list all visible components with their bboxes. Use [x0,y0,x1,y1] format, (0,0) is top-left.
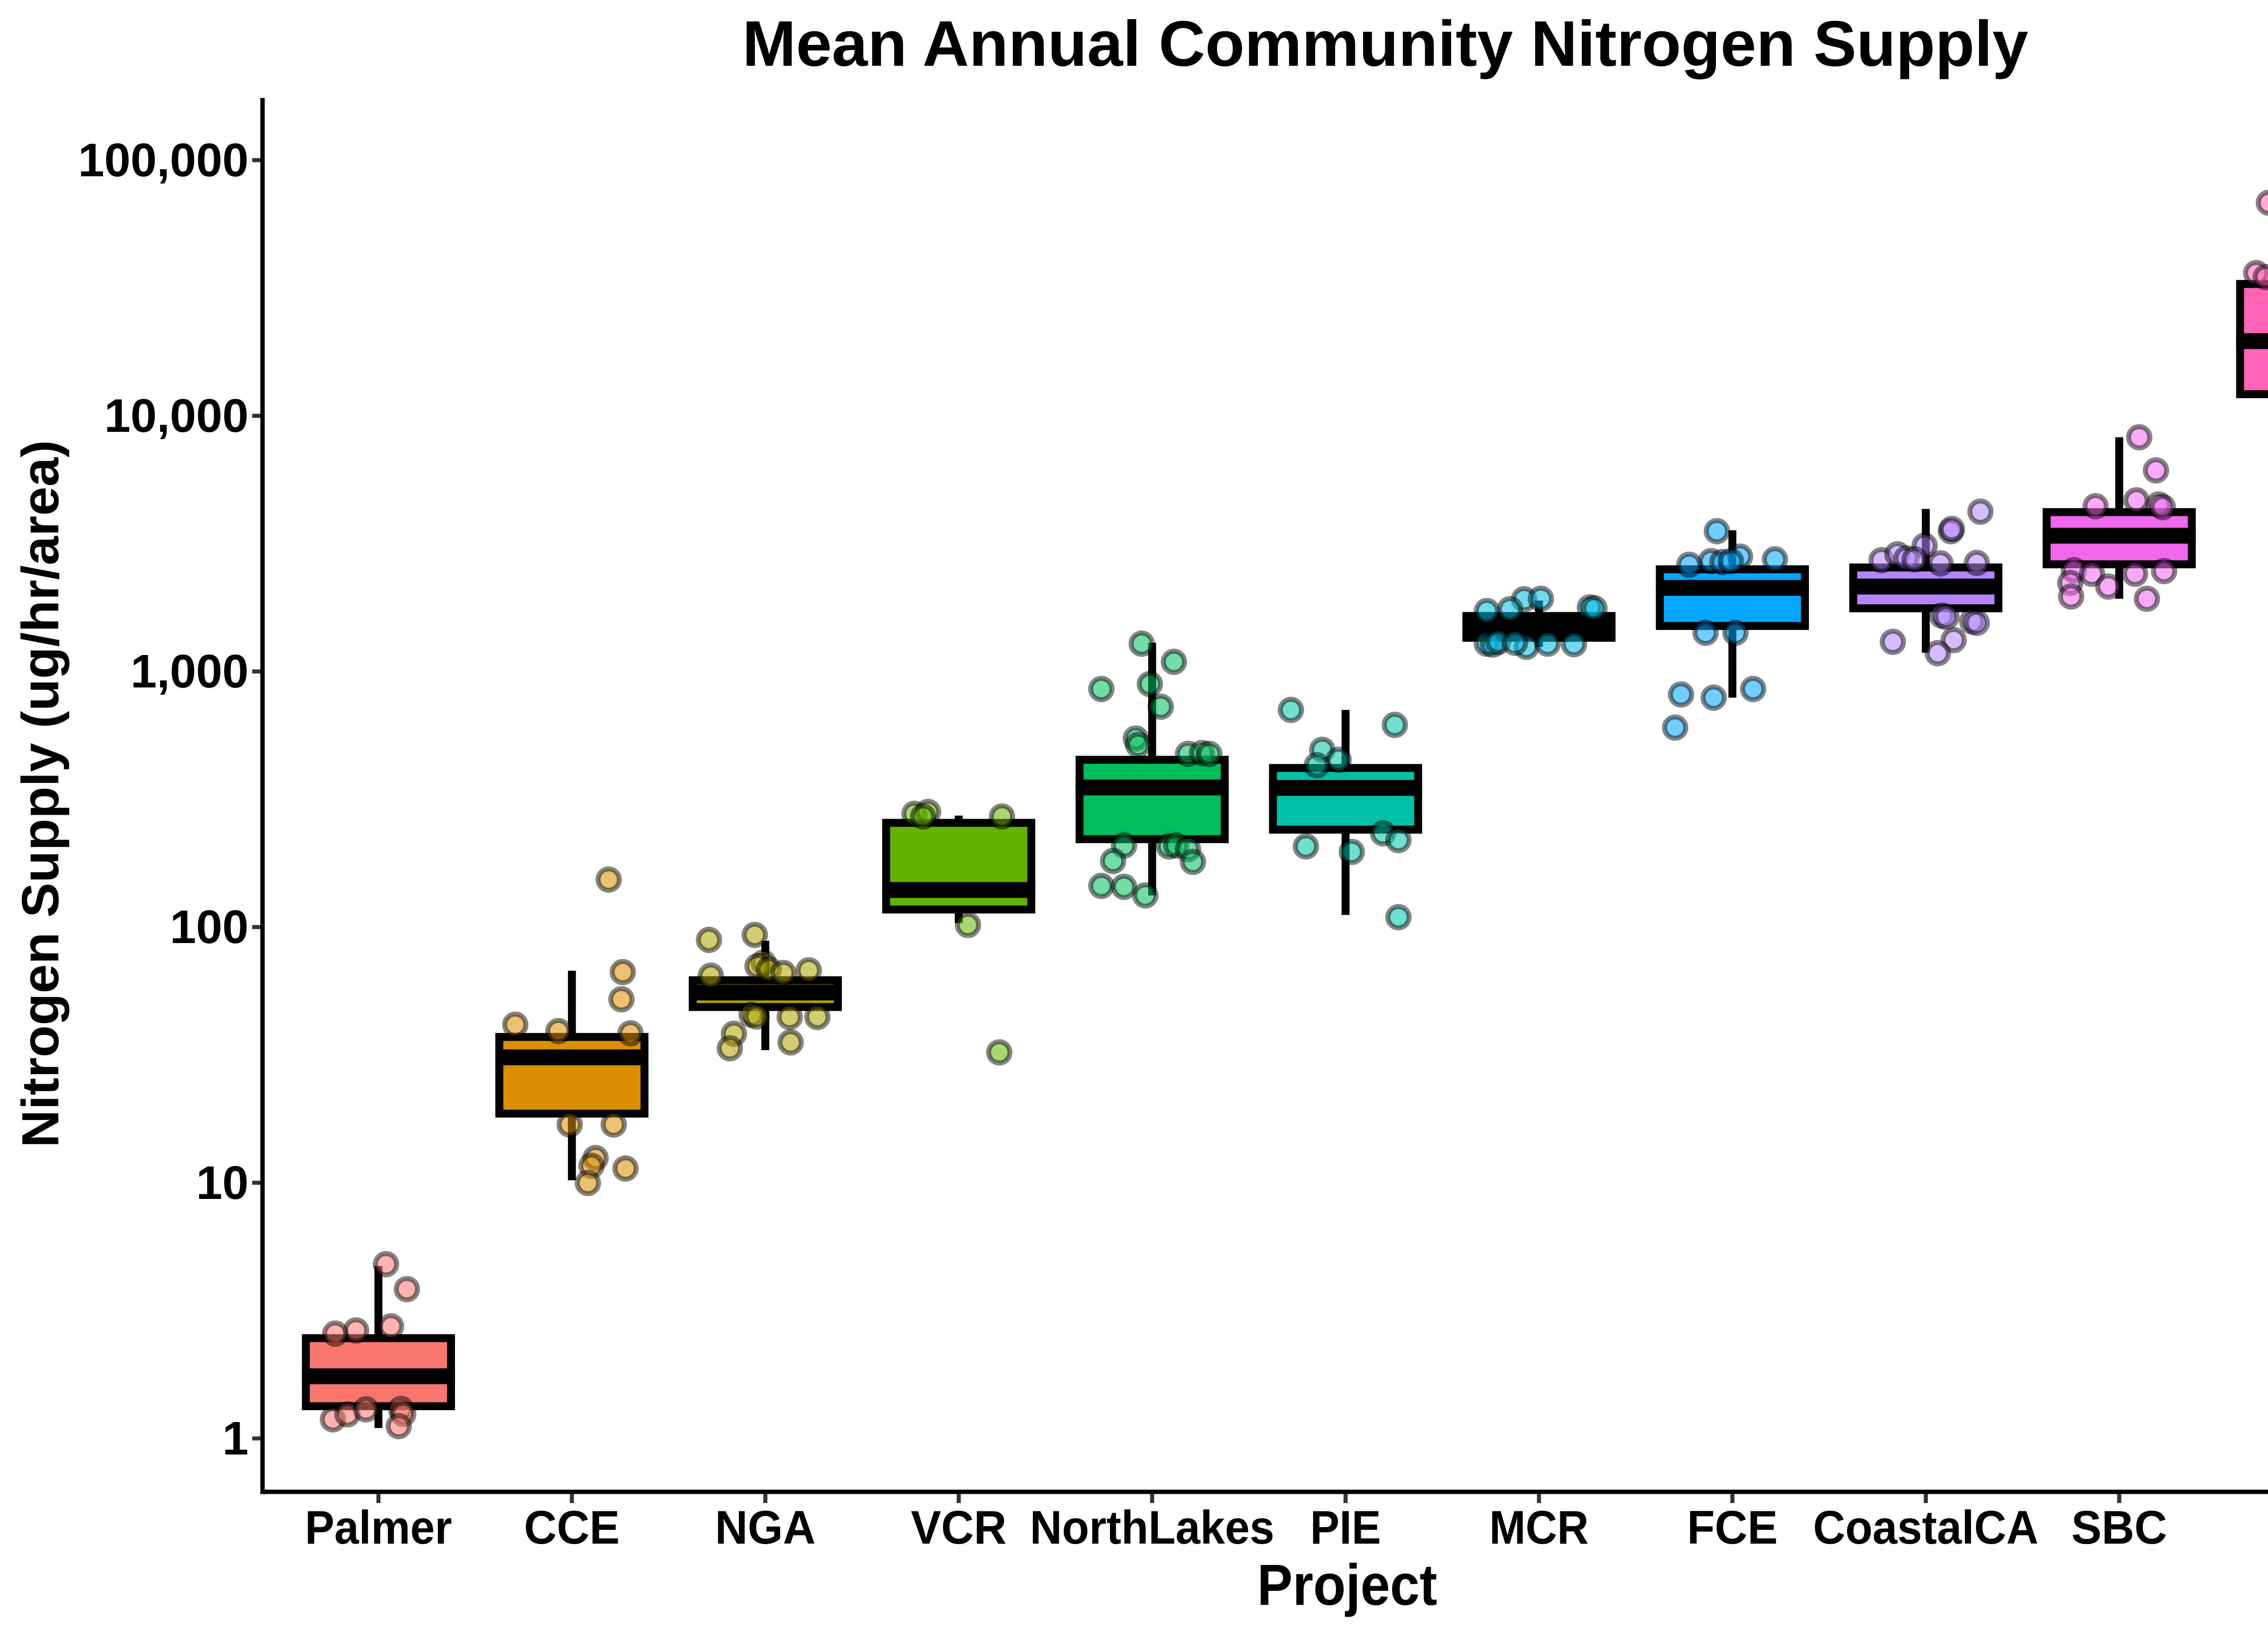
svg-text:100,000: 100,000 [78,134,249,186]
svg-text:NGA: NGA [715,1501,816,1554]
svg-text:NorthLakes: NorthLakes [1030,1501,1275,1554]
svg-text:Palmer: Palmer [305,1501,452,1554]
svg-text:Project: Project [1257,1553,1437,1618]
svg-text:10,000: 10,000 [104,390,249,442]
svg-text:1,000: 1,000 [131,645,249,698]
svg-text:CoastalCA: CoastalCA [1813,1501,2038,1554]
svg-text:10: 10 [196,1157,249,1209]
svg-text:Nitrogen Supply (ug/hr/area): Nitrogen Supply (ug/hr/area) [11,440,70,1148]
svg-text:SBC: SBC [2072,1501,2167,1554]
svg-text:Mean Annual Community Nitrogen: Mean Annual Community Nitrogen Supply [743,8,2028,80]
svg-text:MCR: MCR [1489,1501,1589,1554]
svg-text:VCR: VCR [911,1501,1007,1554]
svg-text:1: 1 [222,1412,249,1465]
svg-text:FCE: FCE [1687,1501,1778,1554]
svg-text:PIE: PIE [1310,1501,1381,1554]
svg-text:100: 100 [170,901,249,953]
svg-text:CCE: CCE [524,1501,620,1554]
